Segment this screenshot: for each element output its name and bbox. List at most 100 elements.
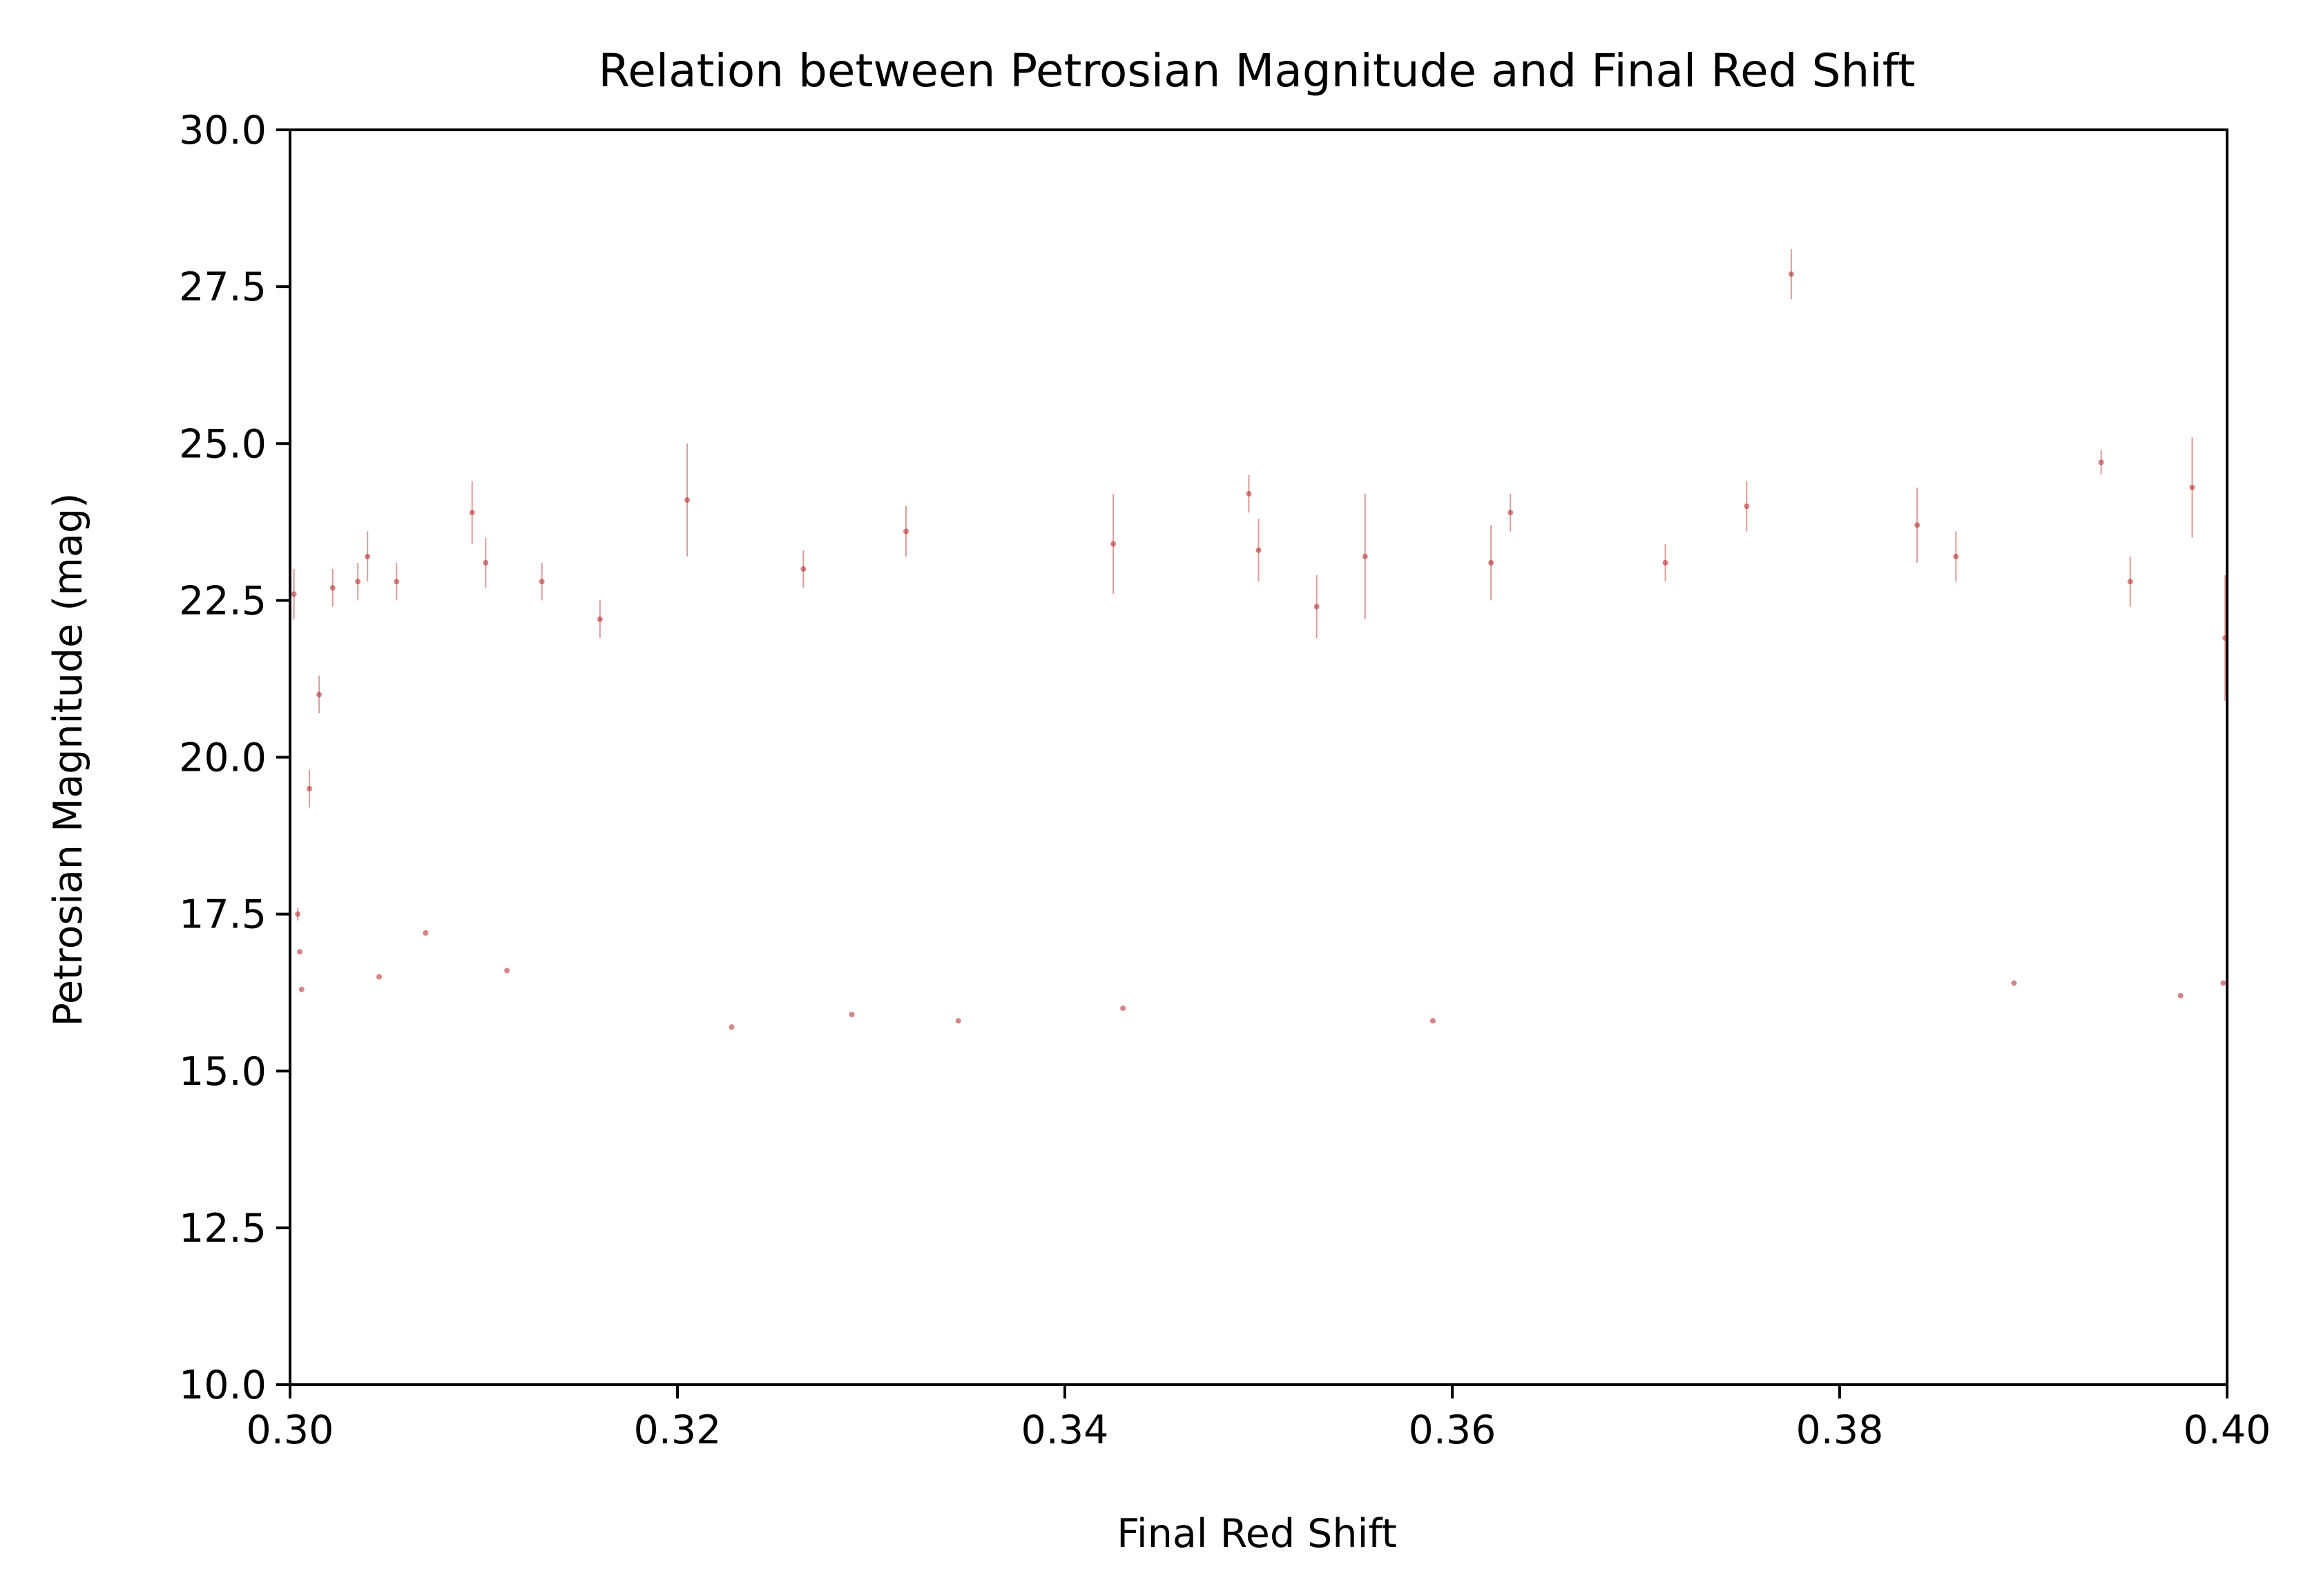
- marker: [1110, 541, 1117, 547]
- data-point: [1953, 531, 1959, 582]
- marker: [684, 497, 691, 503]
- data-point: [1788, 249, 1794, 300]
- data-point: [1246, 474, 1252, 513]
- data-point: [1362, 493, 1368, 619]
- marker: [394, 579, 400, 585]
- marker: [329, 585, 336, 591]
- data-point: [297, 949, 303, 955]
- data-point: [394, 562, 400, 601]
- data-point: [2220, 980, 2226, 986]
- data-point: [2098, 450, 2104, 475]
- marker: [2177, 992, 2184, 999]
- marker: [307, 785, 313, 791]
- data-point: [955, 1018, 961, 1024]
- marker: [2220, 980, 2226, 986]
- marker: [1362, 553, 1368, 559]
- data-point: [504, 968, 510, 974]
- data-point: [376, 974, 383, 980]
- marker: [297, 949, 303, 955]
- x-tick-label: 0.36: [1409, 1407, 1496, 1453]
- x-tick-label: 0.34: [1021, 1407, 1109, 1453]
- marker: [295, 911, 301, 917]
- marker: [1744, 503, 1750, 510]
- data-point: [365, 531, 371, 582]
- data-point: [903, 506, 909, 557]
- marker: [355, 579, 361, 585]
- data-point: [800, 550, 807, 588]
- y-tick-label: 15.0: [179, 1049, 267, 1095]
- marker: [2189, 484, 2195, 490]
- marker: [1313, 604, 1320, 610]
- y-tick-label: 30.0: [179, 108, 267, 153]
- marker: [504, 968, 510, 974]
- data-point: [1120, 1005, 1126, 1011]
- y-tick-label: 22.5: [179, 578, 267, 624]
- data-point: [483, 537, 489, 588]
- marker: [539, 579, 545, 585]
- marker: [1914, 522, 1920, 528]
- marker: [291, 591, 297, 597]
- marker: [1953, 553, 1959, 559]
- data-point: [329, 568, 336, 607]
- chart-title: Relation between Petrosian Magnitude and…: [598, 44, 1915, 97]
- y-axis: 10.0 12.5 15.0 17.5 20.0 22.5 25.0 27.5 30.0: [179, 108, 290, 1408]
- marker: [365, 553, 371, 559]
- data-point: [539, 562, 545, 601]
- data-point: [298, 986, 305, 992]
- marker: [800, 566, 807, 572]
- x-tick-label: 0.38: [1796, 1407, 1884, 1453]
- data-point: [295, 907, 301, 921]
- data-point: [1662, 544, 1668, 582]
- y-tick-label: 10.0: [179, 1363, 267, 1408]
- marker: [903, 528, 909, 535]
- marker: [1508, 510, 1514, 516]
- data-point: [1313, 575, 1320, 638]
- y-tick-label: 12.5: [179, 1206, 267, 1251]
- data-point: [1255, 519, 1262, 582]
- data-point: [1429, 1018, 1436, 1024]
- data-point: [307, 769, 313, 808]
- plot-background: [290, 130, 2227, 1385]
- data-point: [2177, 992, 2184, 999]
- x-tick-label: 0.40: [2184, 1407, 2271, 1453]
- marker: [2098, 459, 2104, 465]
- data-point: [1488, 525, 1494, 601]
- data-point: [316, 675, 322, 713]
- data-point: [1110, 493, 1117, 595]
- marker: [955, 1018, 961, 1024]
- marker: [316, 691, 322, 698]
- data-point: [849, 1011, 855, 1017]
- data-point: [423, 930, 429, 936]
- data-point: [2189, 437, 2195, 538]
- data-point: [1508, 493, 1514, 532]
- data-point: [729, 1024, 735, 1030]
- marker: [1488, 559, 1494, 566]
- y-tick-label: 17.5: [179, 892, 267, 938]
- marker: [729, 1024, 735, 1030]
- x-axis: 0.30 0.32 0.34 0.36 0.38 0.40: [247, 1385, 2271, 1453]
- marker: [483, 559, 489, 566]
- x-tick-label: 0.30: [247, 1407, 334, 1453]
- data-point: [684, 443, 691, 557]
- data-point: [2011, 980, 2017, 986]
- data-point: [1744, 481, 1750, 532]
- data-point: [597, 600, 603, 638]
- marker: [1788, 271, 1794, 277]
- marker: [469, 510, 475, 516]
- marker: [1662, 559, 1668, 566]
- y-tick-label: 27.5: [179, 265, 267, 310]
- marker: [1120, 1005, 1126, 1011]
- y-tick-label: 20.0: [179, 735, 267, 781]
- marker: [597, 616, 603, 622]
- marker: [1255, 547, 1262, 553]
- marker: [298, 986, 305, 992]
- y-axis-label: Petrosian Magnitude (mag): [46, 493, 91, 1027]
- marker: [2011, 980, 2017, 986]
- marker: [376, 974, 383, 980]
- x-axis-label: Final Red Shift: [1117, 1511, 1396, 1557]
- y-tick-label: 25.0: [179, 421, 267, 467]
- data-point: [355, 562, 361, 601]
- data-point: [2127, 556, 2133, 607]
- marker: [2127, 579, 2133, 585]
